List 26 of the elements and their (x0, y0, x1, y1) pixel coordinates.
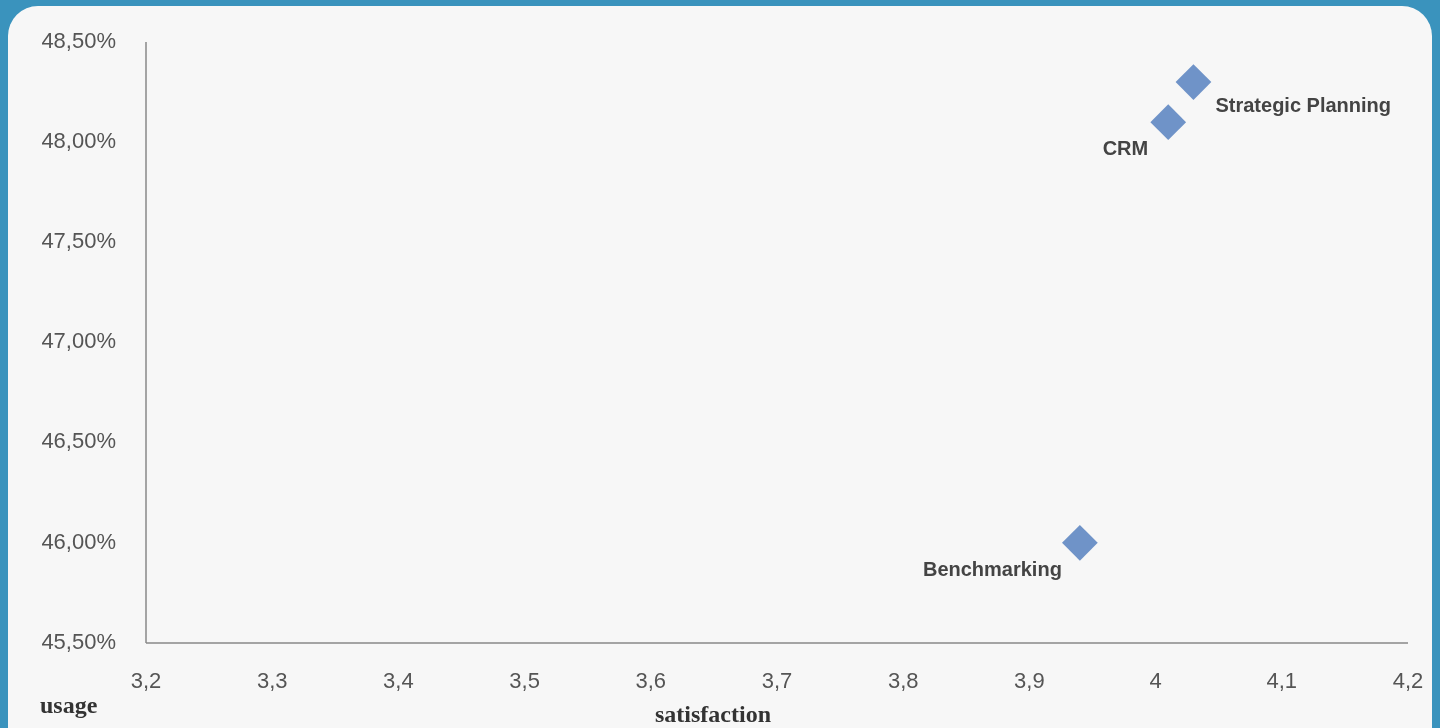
y-tick-label: 48,50% (41, 27, 116, 53)
y-tick-label: 46,00% (41, 528, 116, 554)
x-tick-label: 3,7 (761, 668, 793, 693)
x-tick-label: 3,8 (887, 668, 919, 693)
x-tick-label: 3,9 (1014, 668, 1045, 693)
x-tick-label: 3,6 (635, 668, 667, 693)
point (1150, 104, 1187, 140)
y-tick-label: 48,00% (41, 127, 116, 153)
y-tick-label: 47,00% (41, 328, 116, 354)
x-tick-label: 3,2 (130, 668, 162, 693)
y-axis-title: usage (40, 692, 98, 718)
y-tick-label: 46,50% (41, 428, 116, 454)
point (1175, 64, 1212, 100)
x-tick-label: 4,2 (1392, 668, 1424, 693)
y-tick-label: 47,50% (41, 228, 116, 254)
point (1062, 524, 1098, 561)
x-tick-label: 3,4 (383, 668, 414, 693)
x-tick-label: 3,3 (256, 668, 288, 693)
y-tick-label: 45,50% (41, 628, 116, 654)
x-tick-label: 4,1 (1266, 668, 1298, 693)
x-axis-title: satisfaction (655, 701, 771, 727)
annotation: Strategic Planning (1215, 94, 1392, 117)
x-tick-label: 3,5 (509, 668, 540, 693)
annotation: Benchmarking (922, 557, 1062, 580)
annotation: CRM (1102, 137, 1149, 160)
x-tick-label: 4 (1149, 668, 1162, 693)
